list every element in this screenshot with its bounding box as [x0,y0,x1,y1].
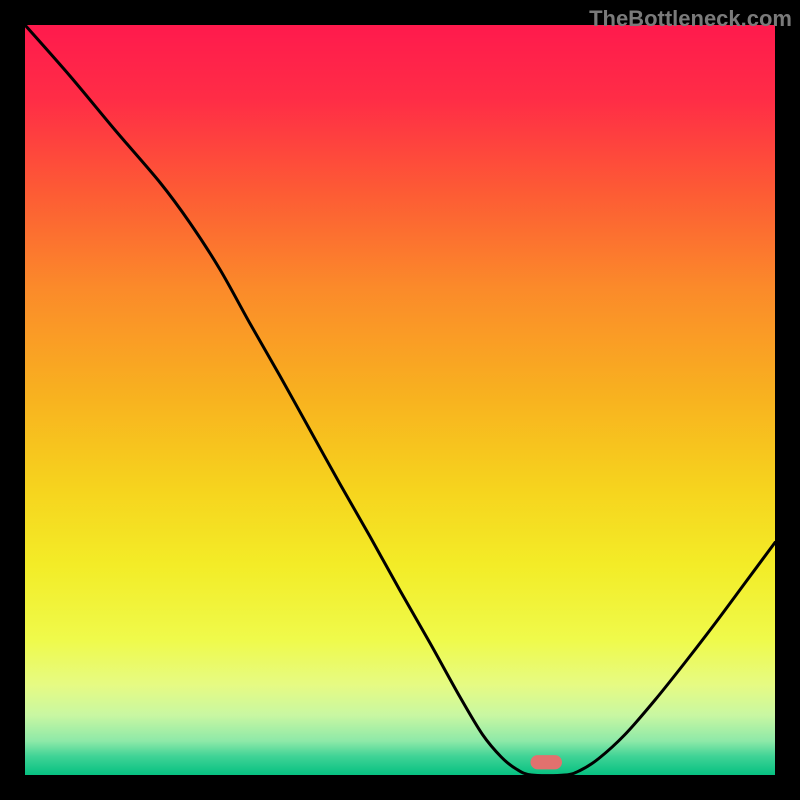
bottleneck-chart [0,0,800,800]
chart-background [25,25,775,775]
optimum-marker [531,755,563,769]
watermark-text: TheBottleneck.com [589,6,792,32]
chart-frame: TheBottleneck.com [0,0,800,800]
